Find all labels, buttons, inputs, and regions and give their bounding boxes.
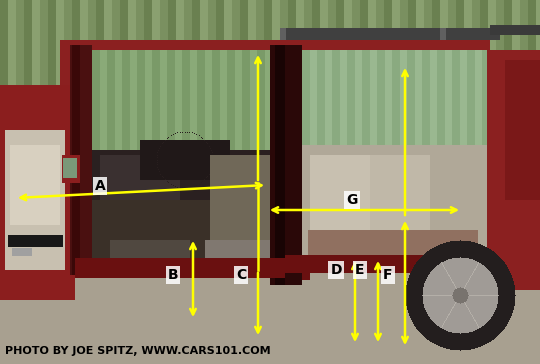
Text: G: G bbox=[346, 193, 357, 207]
Text: C: C bbox=[236, 268, 246, 282]
Text: E: E bbox=[355, 263, 364, 277]
Text: PHOTO BY JOE SPITZ, WWW.CARS101.COM: PHOTO BY JOE SPITZ, WWW.CARS101.COM bbox=[5, 346, 271, 356]
Text: B: B bbox=[168, 268, 178, 282]
Text: F: F bbox=[383, 268, 393, 282]
Text: A: A bbox=[94, 179, 105, 193]
Text: D: D bbox=[330, 263, 342, 277]
